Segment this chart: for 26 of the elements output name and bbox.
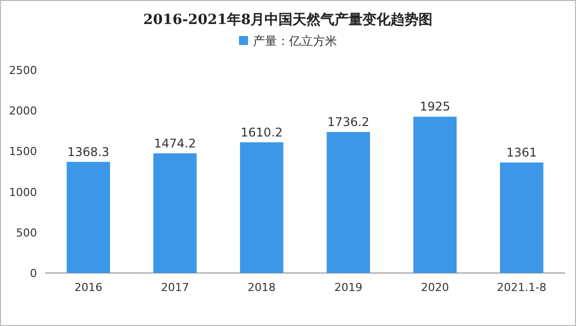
- x-tick-label: 2016: [74, 281, 102, 294]
- y-tick-label: 500: [16, 226, 37, 240]
- data-label: 1925: [420, 100, 450, 114]
- x-tick-label: 2019: [334, 281, 362, 294]
- x-tick-label: 2021.1-8: [496, 281, 546, 294]
- chart-title: 2016-2021年8月中国天然气产量变化趋势图: [143, 11, 433, 28]
- bar: [326, 132, 370, 273]
- y-tick-label: 1500: [9, 145, 37, 158]
- bar: [66, 162, 110, 273]
- y-tick-label: 2000: [9, 104, 37, 118]
- data-label: 1474.2: [154, 136, 196, 150]
- bar: [240, 142, 284, 273]
- data-label: 1610.2: [240, 125, 283, 140]
- x-tick-label: 2017: [161, 281, 189, 294]
- y-tick-label: 1000: [9, 186, 37, 199]
- data-label: 1361: [506, 145, 537, 160]
- x-tick-label: 2020: [421, 281, 449, 294]
- y-tick-label: 2500: [9, 64, 37, 77]
- data-label: 1736.2: [327, 115, 370, 130]
- bar: [413, 116, 457, 273]
- y-tick-label: 0: [30, 267, 37, 280]
- data-label: 1368.3: [67, 144, 110, 159]
- x-tick-label: 2018: [248, 281, 276, 294]
- bar: [153, 153, 197, 273]
- bar: [500, 162, 544, 273]
- legend-label: 产量：亿立方米: [253, 34, 337, 48]
